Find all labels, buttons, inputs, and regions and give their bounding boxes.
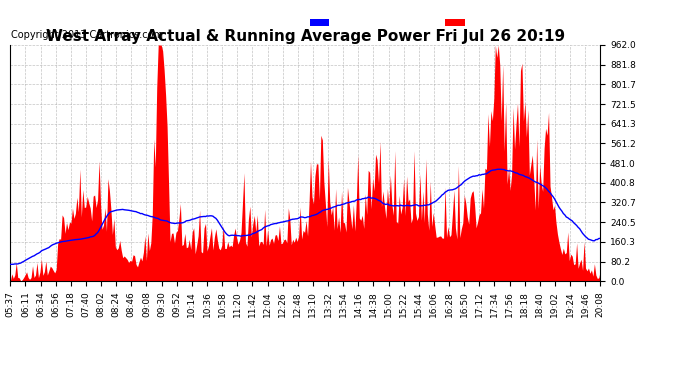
Title: West Array Actual & Running Average Power Fri Jul 26 20:19: West Array Actual & Running Average Powe… xyxy=(46,29,565,44)
Text: Copyright 2013 Cartronics.com: Copyright 2013 Cartronics.com xyxy=(11,30,163,40)
Legend: Average  (DC Watts), West Array  (DC Watts): Average (DC Watts), West Array (DC Watts… xyxy=(308,16,595,30)
